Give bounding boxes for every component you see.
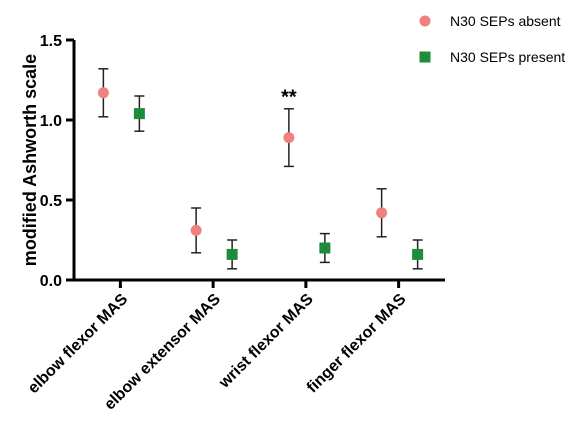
point-marker-square bbox=[319, 242, 331, 254]
point-marker-square bbox=[412, 248, 424, 260]
legend-label: N30 SEPs absent bbox=[450, 13, 561, 29]
point-marker-square bbox=[226, 248, 238, 260]
data-point bbox=[283, 108, 295, 168]
data-point bbox=[190, 207, 202, 254]
chart-marks: ** bbox=[97, 68, 424, 270]
x-tick-label: elbow flexor MAS bbox=[25, 291, 132, 398]
data-point bbox=[97, 68, 109, 118]
x-tick-label: wrist flexor MAS bbox=[215, 291, 317, 393]
y-tick-label: 1.5 bbox=[40, 33, 62, 50]
legend-item: N30 SEPs present bbox=[419, 49, 565, 65]
y-tick-label: 0.5 bbox=[40, 193, 62, 210]
y-tick-label: 1.0 bbox=[40, 113, 62, 130]
point-marker-circle bbox=[190, 224, 202, 236]
x-tick-label: finger flexor MAS bbox=[304, 291, 410, 397]
data-point bbox=[319, 232, 331, 264]
data-point bbox=[412, 239, 424, 270]
legend-label: N30 SEPs present bbox=[450, 49, 565, 65]
y-tick-label: 0.0 bbox=[40, 273, 62, 290]
legend: N30 SEPs absent N30 SEPs present bbox=[419, 13, 565, 65]
significance-annotation: ** bbox=[281, 87, 297, 109]
point-marker-circle bbox=[97, 87, 109, 99]
point-marker-circle bbox=[283, 132, 295, 144]
data-point bbox=[376, 188, 388, 238]
legend-marker-circle bbox=[419, 15, 431, 27]
data-point bbox=[226, 239, 238, 270]
legend-item: N30 SEPs absent bbox=[419, 13, 561, 29]
y-axis-title: modified Ashworth scale bbox=[20, 54, 40, 266]
point-marker-square bbox=[133, 108, 145, 120]
legend-marker-square bbox=[419, 51, 431, 63]
data-point bbox=[133, 95, 145, 132]
point-marker-circle bbox=[376, 207, 388, 219]
